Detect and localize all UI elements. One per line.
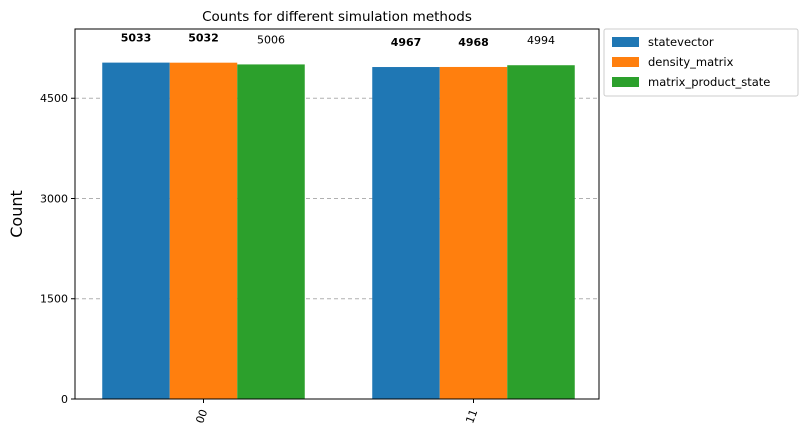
bar-density_matrix-11 (439, 66, 508, 399)
x-tick-label: 00 (193, 408, 210, 426)
y-axis-label: Count (7, 190, 26, 238)
bar-matrix_product_state-11 (507, 65, 575, 400)
bar-value-label: 4968 (458, 36, 489, 49)
legend-swatch-matrix_product_state (612, 77, 639, 87)
legend-box (603, 28, 799, 97)
y-tick-label: 0 (61, 393, 68, 406)
bar-value-label: 4967 (391, 36, 422, 49)
y-axis-ticks: 0 1500 3000 4500 (40, 92, 75, 406)
legend-label-density_matrix: density_matrix (648, 55, 734, 69)
bar-statevector-11 (372, 67, 440, 399)
bar-value-label: 5032 (188, 32, 219, 45)
plot-frame (74, 28, 600, 400)
x-tick-label: 11 (463, 408, 480, 426)
bar-density_matrix-00 (169, 62, 238, 400)
legend: statevector density_matrix matrix_product_… (603, 28, 799, 97)
y-tick-label: 4500 (40, 92, 68, 105)
legend-label-matrix_product_state: matrix_product_state (648, 75, 770, 89)
y-tick-label: 1500 (40, 293, 68, 306)
legend-swatch-statevector (612, 37, 639, 47)
bar-value-label: 5033 (121, 32, 152, 45)
bar-value-label: 5006 (257, 33, 285, 46)
y-tick-label: 3000 (40, 192, 68, 205)
x-axis-ticks: 00 11 (193, 399, 480, 425)
chart-title: Counts for different simulation methods (202, 9, 472, 25)
bar-statevector-00 (102, 62, 170, 400)
bars (102, 62, 575, 400)
bar-matrix_product_state-00 (237, 64, 305, 399)
legend-swatch-density_matrix (612, 57, 639, 67)
legend-label-statevector: statevector (648, 35, 714, 49)
bar-value-label: 4994 (527, 34, 555, 47)
bar-value-labels: 5033 5032 5006 4967 4968 4994 (121, 32, 555, 49)
